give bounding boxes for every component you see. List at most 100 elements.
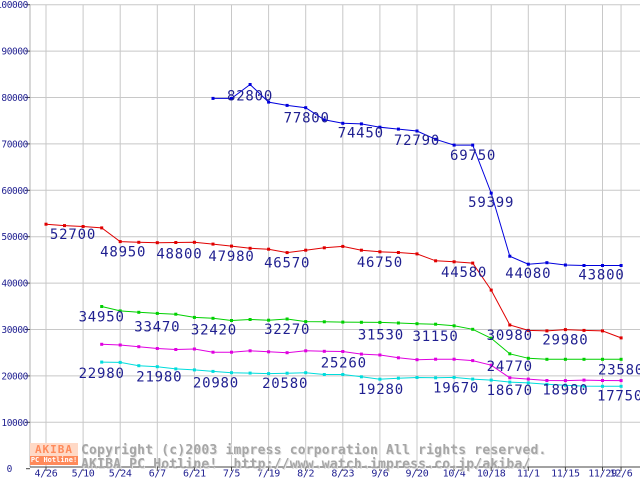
- series-marker-cyan: [155, 365, 159, 369]
- series-marker-magenta: [471, 359, 475, 363]
- series-marker-blue: [396, 127, 400, 131]
- series-marker-red: [452, 260, 456, 264]
- data-label-green: 33470: [134, 319, 180, 335]
- series-marker-magenta: [100, 342, 104, 346]
- series-marker-red: [601, 329, 604, 333]
- data-label-blue: 59399: [468, 195, 514, 211]
- series-marker-red: [230, 244, 233, 248]
- series-marker-green: [545, 357, 549, 361]
- series-marker-red: [304, 248, 308, 252]
- series-marker-red: [63, 224, 66, 228]
- series-marker-magenta: [211, 350, 215, 354]
- series-marker-magenta: [118, 343, 122, 347]
- data-label-blue: 43800: [578, 267, 624, 283]
- series-marker-magenta: [230, 350, 233, 354]
- series-marker-green: [174, 312, 178, 316]
- series-marker-red: [192, 240, 196, 244]
- series-marker-cyan: [359, 375, 363, 379]
- x-tick-label: 12/6: [610, 469, 633, 480]
- series-marker-green: [582, 357, 586, 361]
- series-marker-green: [415, 322, 419, 326]
- x-tick-label: 6/7: [149, 469, 166, 480]
- series-marker-cyan: [230, 371, 233, 375]
- series-marker-green: [471, 327, 475, 331]
- series-marker-cyan: [211, 369, 215, 373]
- series-marker-green: [285, 317, 289, 321]
- series-marker-blue: [267, 100, 271, 104]
- x-tick-label: 9/6: [371, 469, 388, 480]
- series-marker-cyan: [526, 381, 530, 385]
- series-marker-cyan: [563, 383, 567, 387]
- series-marker-red: [545, 329, 549, 333]
- series-marker-red: [174, 241, 178, 244]
- series-marker-cyan: [619, 384, 623, 388]
- data-label-cyan: 20980: [193, 375, 239, 391]
- data-label-blue: 69750: [450, 148, 496, 164]
- series-marker-green: [341, 320, 345, 324]
- series-marker-red: [100, 226, 104, 230]
- data-label-blue: 82800: [227, 89, 273, 105]
- series-marker-magenta: [563, 379, 567, 383]
- series-marker-magenta: [248, 349, 252, 353]
- series-marker-magenta: [174, 348, 178, 351]
- y-tick-label: 30000: [1, 325, 28, 336]
- series-marker-red: [341, 244, 345, 248]
- series-marker-green: [267, 318, 271, 322]
- series-marker-cyan: [434, 376, 438, 380]
- data-label-green: 32270: [264, 322, 310, 338]
- series-marker-red: [489, 288, 493, 292]
- series-marker-magenta: [304, 349, 308, 353]
- x-tick-label: 10/18: [477, 469, 506, 480]
- y-tick-label: 0: [7, 464, 13, 475]
- series-marker-red: [434, 259, 438, 263]
- series-marker-green: [192, 315, 196, 319]
- series-marker-blue: [471, 143, 475, 147]
- x-tick-label: 7/19: [257, 469, 280, 480]
- data-label-blue: 72790: [394, 133, 440, 149]
- series-marker-blue: [415, 129, 419, 133]
- series-marker-blue: [563, 263, 567, 267]
- y-tick-label: 80000: [1, 93, 28, 104]
- series-marker-blue: [434, 137, 438, 141]
- series-marker-green: [137, 310, 141, 314]
- series-marker-cyan: [100, 360, 104, 364]
- x-tick-label: 10/4: [443, 469, 466, 480]
- x-tick-label: 11/15: [551, 469, 580, 480]
- series-marker-green: [155, 311, 159, 315]
- series-marker-green: [601, 357, 604, 361]
- series-marker-magenta: [378, 353, 382, 357]
- series-marker-red: [211, 242, 215, 246]
- y-tick-label: 90000: [1, 47, 28, 58]
- data-label-cyan: 22980: [79, 366, 125, 382]
- data-label-green: 31530: [358, 327, 404, 343]
- series-marker-green: [211, 316, 215, 320]
- series-marker-magenta: [192, 347, 196, 351]
- series-marker-magenta: [619, 379, 623, 383]
- series-marker-red: [526, 328, 530, 332]
- series-marker-cyan: [452, 375, 456, 379]
- series-marker-green: [378, 320, 382, 324]
- series-marker-cyan: [285, 371, 289, 375]
- series-marker-magenta: [452, 357, 456, 361]
- series-marker-blue: [452, 143, 456, 147]
- series-marker-cyan: [471, 377, 475, 381]
- series-marker-magenta: [601, 379, 604, 382]
- series-marker-green: [248, 318, 252, 321]
- series-marker-red: [359, 248, 363, 252]
- series-marker-cyan: [415, 376, 419, 379]
- data-label-blue: 74450: [338, 125, 384, 141]
- series-marker-green: [619, 357, 623, 361]
- series-marker-red: [619, 336, 623, 340]
- series-marker-green: [100, 305, 104, 308]
- series-marker-cyan: [489, 378, 493, 382]
- series-marker-cyan: [192, 368, 196, 372]
- series-marker-green: [396, 321, 400, 325]
- series-marker-red: [118, 240, 122, 244]
- series-marker-magenta: [508, 376, 512, 380]
- series-marker-red: [582, 328, 586, 332]
- series-marker-red: [248, 246, 252, 250]
- data-label-green: 31150: [412, 329, 458, 345]
- series-marker-blue: [359, 122, 363, 126]
- data-label-magenta: 18980: [542, 383, 588, 399]
